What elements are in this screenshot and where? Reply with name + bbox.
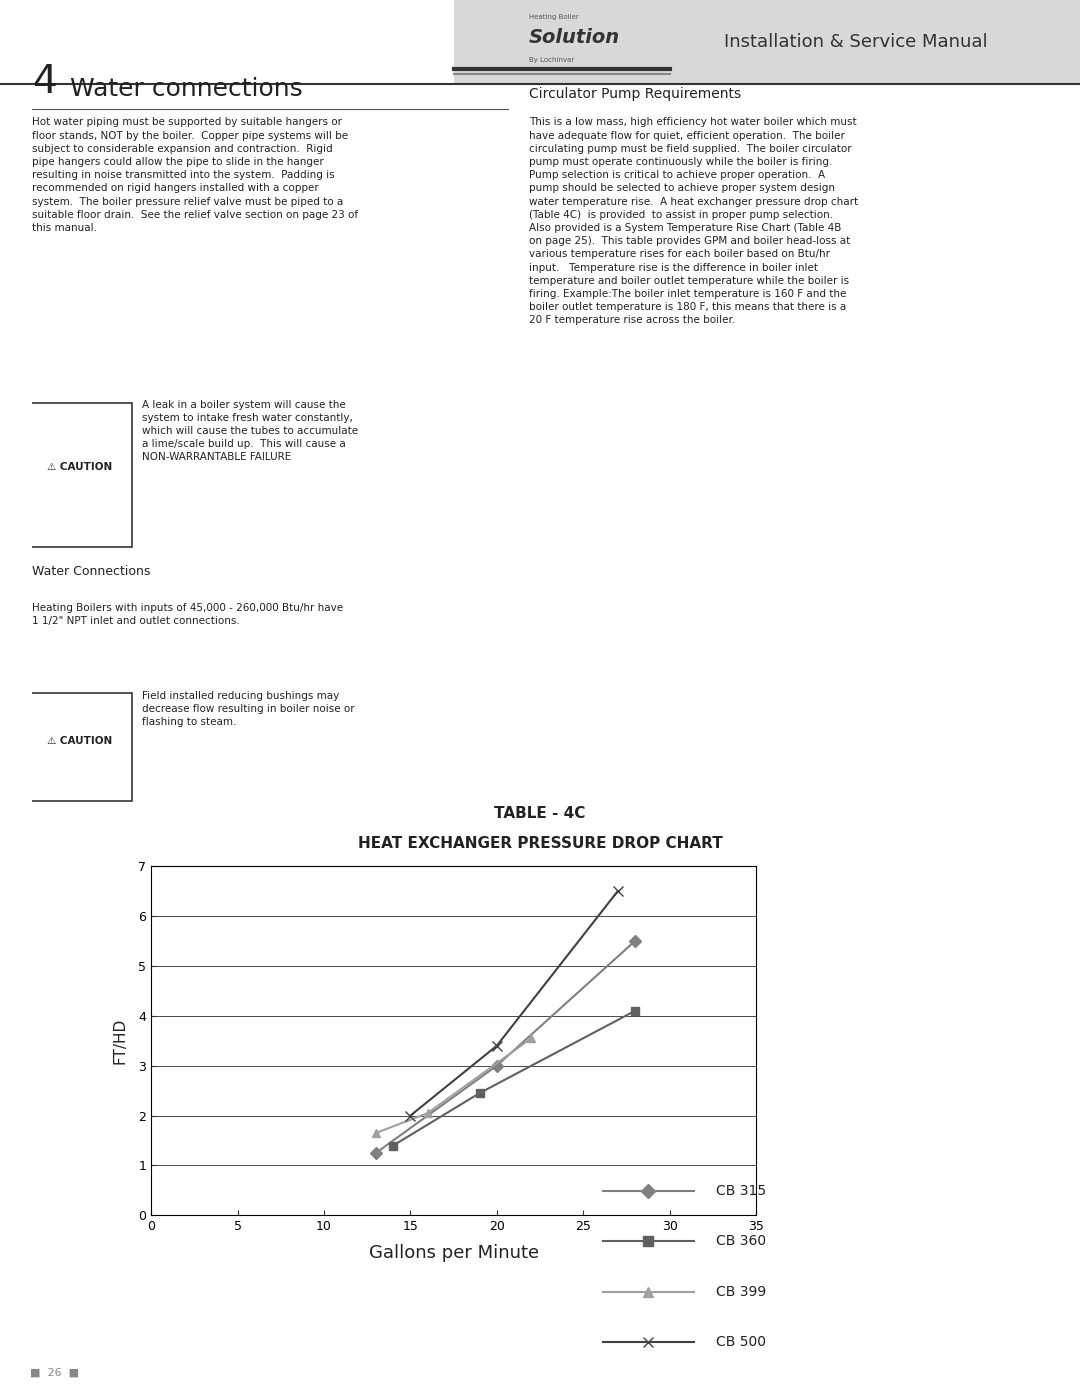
CB 500 xyxy=(404,1108,417,1125)
CB 399 xyxy=(369,1125,382,1141)
Text: Field installed reducing bushings may
decrease flow resulting in boiler noise or: Field installed reducing bushings may de… xyxy=(141,692,354,728)
Y-axis label: FT/HD: FT/HD xyxy=(112,1017,127,1065)
CB 360 xyxy=(387,1137,400,1154)
Text: ⚠ CAUTION: ⚠ CAUTION xyxy=(48,461,112,472)
Text: This is a low mass, high efficiency hot water boiler which must
have adequate fl: This is a low mass, high efficiency hot … xyxy=(529,117,859,326)
CB 360 xyxy=(473,1084,486,1101)
Line: CB 360: CB 360 xyxy=(389,1007,639,1150)
Text: Installation & Service Manual: Installation & Service Manual xyxy=(724,34,987,50)
Text: Water Connections: Water Connections xyxy=(32,566,151,578)
FancyBboxPatch shape xyxy=(454,0,1080,84)
Text: By Lochinvar: By Lochinvar xyxy=(529,57,575,63)
Text: A leak in a boiler system will cause the
system to intake fresh water constantly: A leak in a boiler system will cause the… xyxy=(141,400,357,462)
X-axis label: Gallons per Minute: Gallons per Minute xyxy=(368,1245,539,1263)
CB 500 xyxy=(490,1038,503,1055)
Text: CB 360: CB 360 xyxy=(716,1234,767,1249)
CB 500 xyxy=(611,883,624,900)
Text: Heating Boilers with inputs of 45,000 - 260,000 Btu/hr have
1 1/2" NPT inlet and: Heating Boilers with inputs of 45,000 - … xyxy=(32,604,343,626)
Text: CB 399: CB 399 xyxy=(716,1284,767,1299)
Line: CB 500: CB 500 xyxy=(405,886,623,1120)
FancyBboxPatch shape xyxy=(28,693,132,802)
FancyBboxPatch shape xyxy=(28,402,132,548)
Text: 4: 4 xyxy=(32,63,57,101)
Text: Circulator Pump Requirements: Circulator Pump Requirements xyxy=(529,87,741,101)
CB 399 xyxy=(421,1105,434,1122)
CB 399 xyxy=(525,1030,538,1046)
Text: TABLE - 4C: TABLE - 4C xyxy=(495,806,585,821)
Text: ■  26  ■: ■ 26 ■ xyxy=(30,1368,79,1377)
Line: CB 315: CB 315 xyxy=(372,937,639,1157)
CB 315 xyxy=(490,1058,503,1074)
Text: CB 500: CB 500 xyxy=(716,1334,767,1350)
CB 315 xyxy=(369,1144,382,1161)
Text: CB 315: CB 315 xyxy=(716,1183,767,1199)
Line: CB 399: CB 399 xyxy=(372,1034,536,1137)
Text: Solution: Solution xyxy=(529,28,620,47)
CB 360 xyxy=(629,1003,642,1020)
CB 315 xyxy=(629,933,642,950)
Text: ⚠ CAUTION: ⚠ CAUTION xyxy=(48,736,112,746)
Text: HEAT EXCHANGER PRESSURE DROP CHART: HEAT EXCHANGER PRESSURE DROP CHART xyxy=(357,835,723,851)
Text: Heating Boiler: Heating Boiler xyxy=(529,14,579,20)
Text: Hot water piping must be supported by suitable hangers or
floor stands, NOT by t: Hot water piping must be supported by su… xyxy=(32,117,359,233)
Text: Water connections: Water connections xyxy=(70,77,303,101)
